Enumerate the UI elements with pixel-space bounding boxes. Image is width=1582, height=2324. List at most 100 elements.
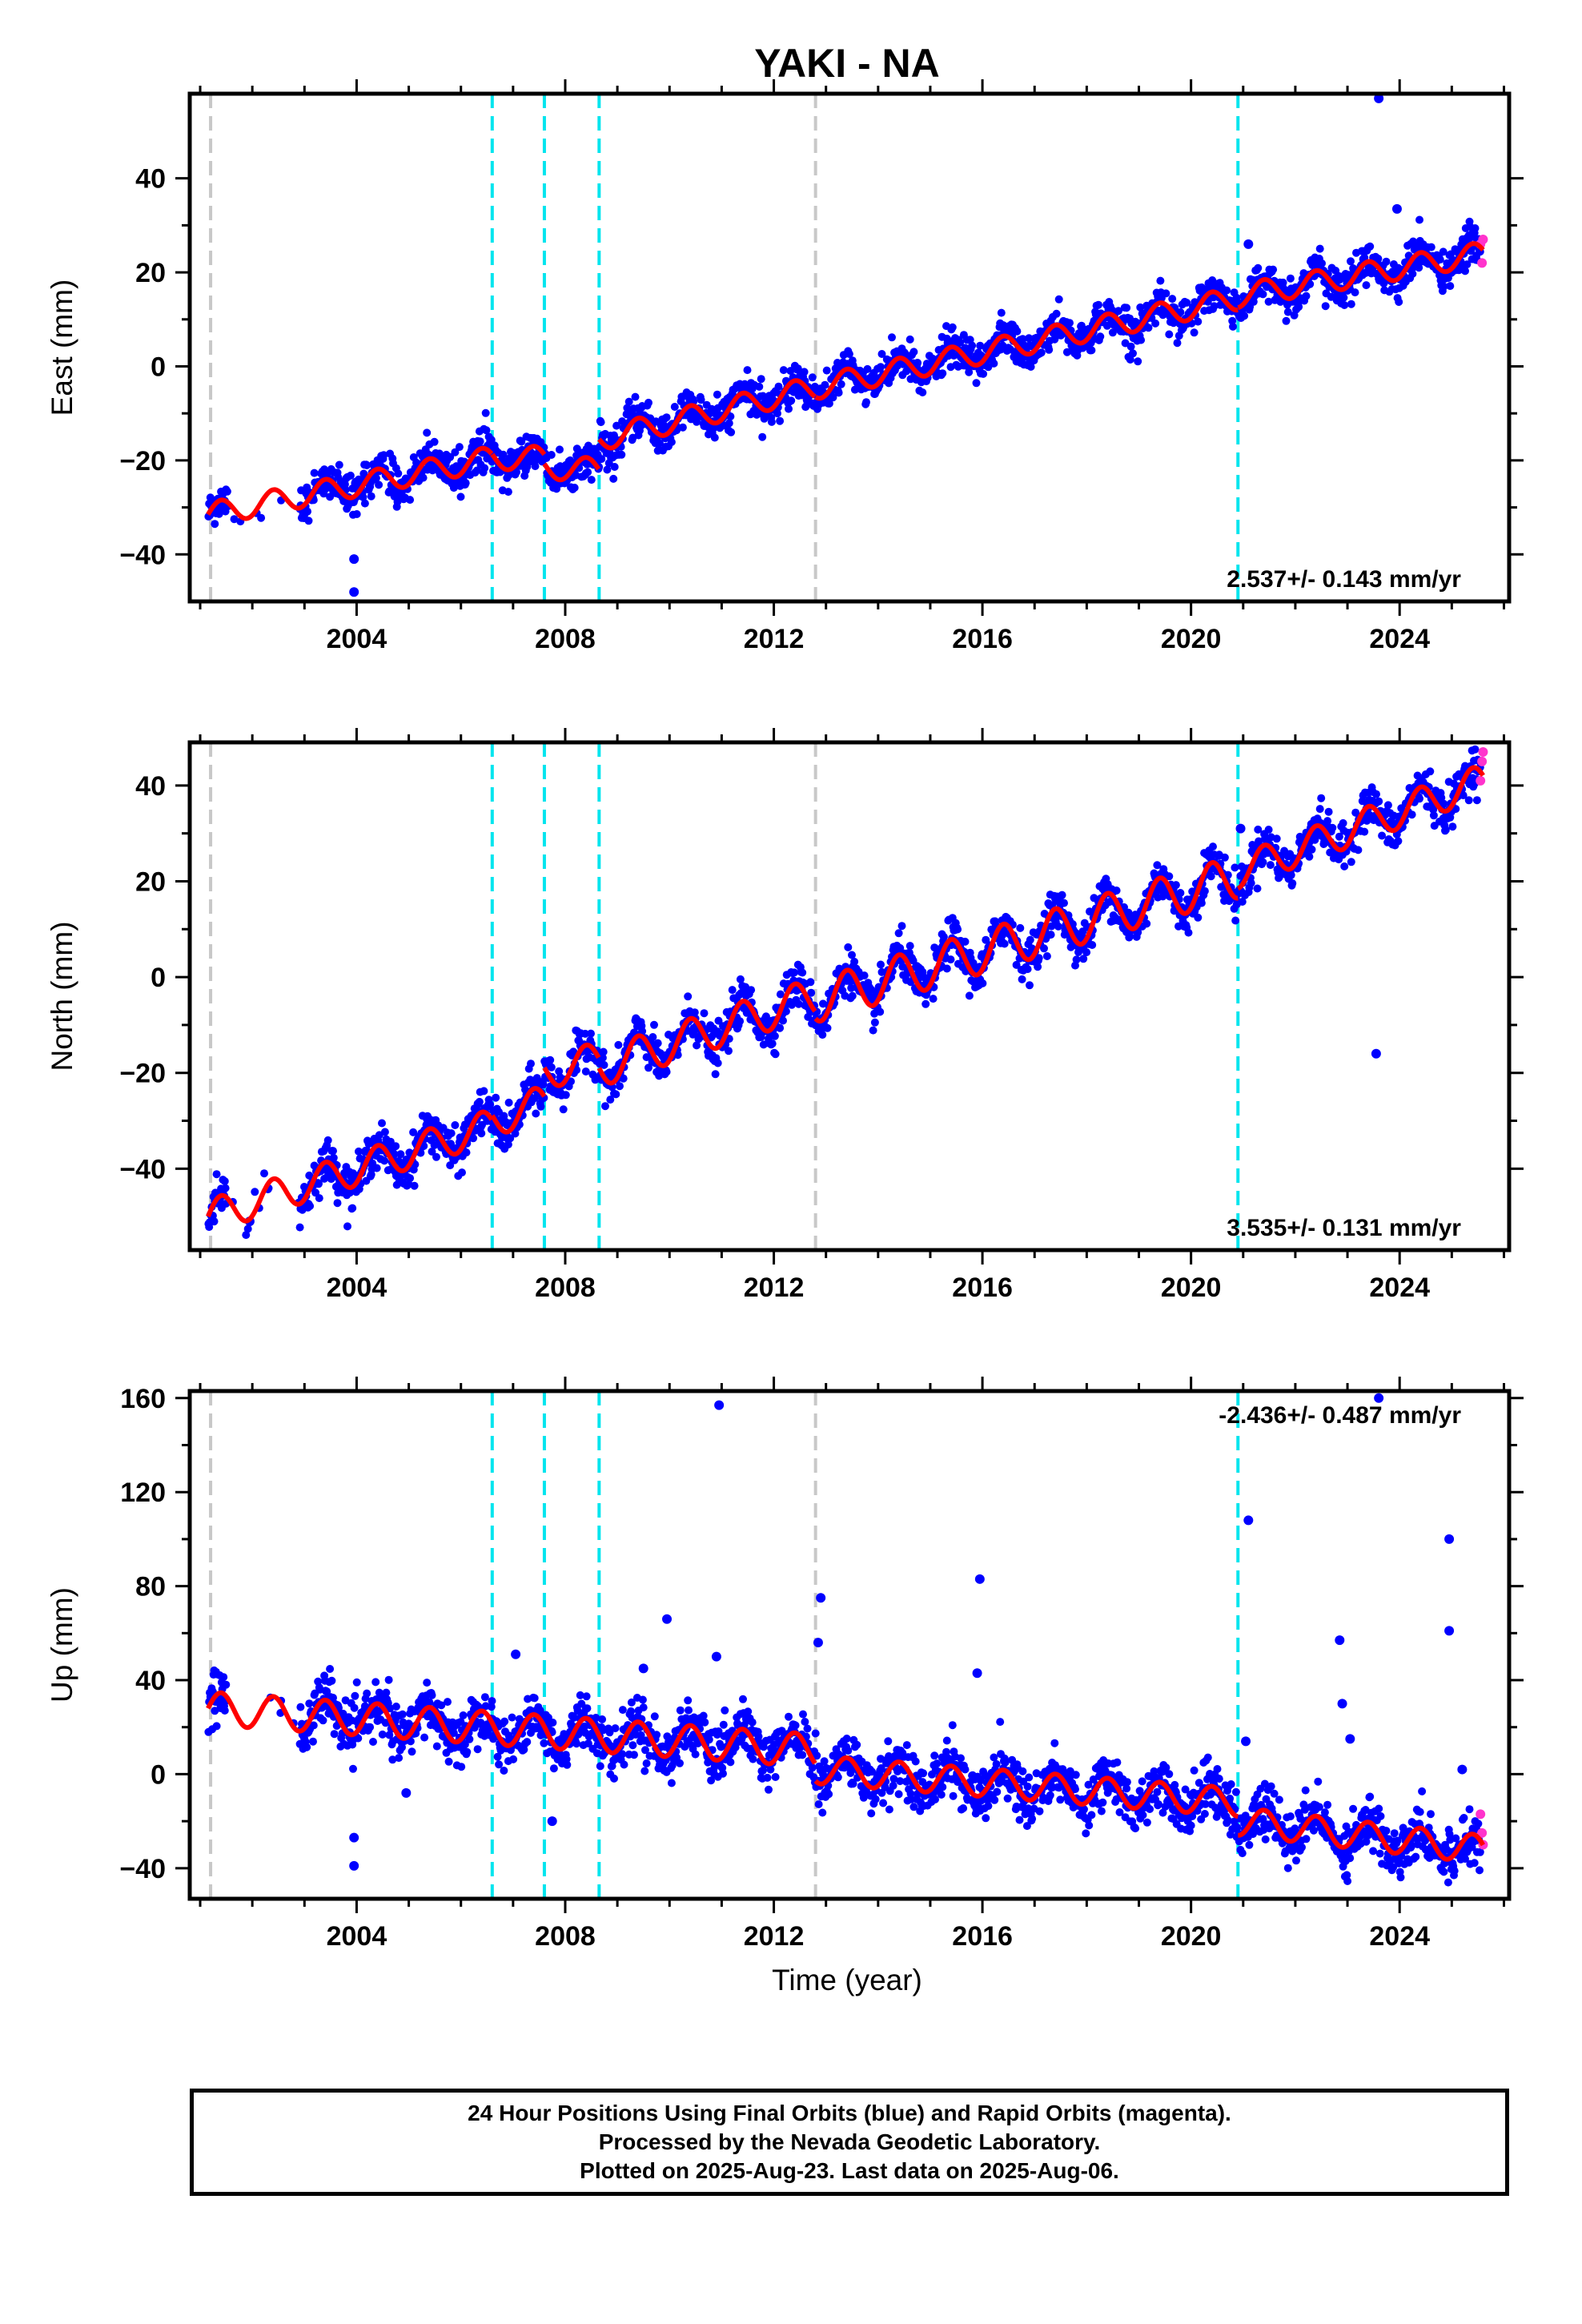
data-point (956, 338, 965, 347)
data-point (457, 1763, 466, 1771)
data-point (1340, 301, 1349, 309)
data-point (371, 474, 380, 482)
data-point (650, 1712, 659, 1721)
data-point (581, 1068, 590, 1076)
data-point (222, 1680, 231, 1689)
x-tick-label: 2012 (744, 1273, 805, 1303)
data-point (462, 1148, 471, 1157)
data-point (834, 388, 843, 397)
data-point (1269, 265, 1278, 274)
data-point (1060, 899, 1068, 907)
data-point (596, 418, 605, 427)
data-point (1266, 861, 1275, 870)
data-point (482, 426, 491, 435)
data-point (1264, 297, 1273, 306)
rapid-orbit-point (1477, 756, 1488, 766)
data-point (350, 1703, 359, 1712)
data-point (656, 439, 664, 448)
data-point (1054, 922, 1062, 931)
rapid-orbit-point (1478, 746, 1488, 757)
data-point (1220, 853, 1229, 862)
data-point (1231, 916, 1240, 925)
data-point (296, 1703, 305, 1711)
data-point (583, 1704, 592, 1713)
data-point (1307, 845, 1316, 854)
data-point (1287, 870, 1295, 879)
data-point (444, 1757, 453, 1766)
data-point (771, 1773, 780, 1781)
data-point (662, 1068, 671, 1076)
data-point (260, 1169, 268, 1178)
y-tick-label: 40 (135, 771, 166, 802)
data-point (1374, 255, 1383, 263)
data-point (842, 1735, 851, 1743)
data-point (1347, 858, 1355, 866)
data-point (1366, 242, 1375, 251)
data-point (1382, 257, 1391, 266)
data-point (1324, 807, 1333, 816)
outlier-point (1391, 203, 1402, 214)
data-point (781, 1007, 790, 1015)
data-point (315, 1180, 323, 1188)
data-point (844, 1747, 853, 1755)
data-point (547, 451, 556, 459)
data-point (749, 1755, 757, 1763)
data-point (710, 433, 719, 442)
data-point (326, 1665, 335, 1673)
data-point (1347, 300, 1355, 308)
data-point (640, 1767, 649, 1775)
data-point (523, 1738, 532, 1747)
data-point (532, 1109, 540, 1118)
data-point (799, 1710, 807, 1719)
y-tick-label: −40 (119, 1154, 166, 1184)
data-point (821, 380, 829, 389)
data-point (380, 1128, 389, 1136)
data-point (1190, 328, 1199, 337)
data-point (743, 366, 752, 375)
data-point (776, 990, 785, 999)
data-point (500, 1717, 509, 1726)
data-point (1240, 312, 1249, 320)
data-point (1072, 955, 1081, 964)
data-point (818, 1808, 827, 1817)
data-point (472, 466, 481, 475)
data-point (612, 1090, 620, 1099)
outlier-point (1371, 1048, 1381, 1059)
data-point (803, 1724, 812, 1733)
data-point (511, 1129, 520, 1138)
data-point (451, 448, 460, 456)
data-point (363, 461, 371, 469)
data-point (351, 1691, 359, 1700)
data-point (1254, 263, 1263, 272)
data-point (428, 1148, 436, 1156)
data-point (1288, 879, 1297, 887)
data-point (1415, 263, 1423, 272)
data-point (539, 1080, 548, 1089)
data-point (1066, 319, 1074, 328)
data-point (747, 986, 756, 995)
data-point (1315, 244, 1324, 253)
x-tick-label: 2012 (744, 624, 805, 654)
x-tick-label: 2004 (327, 1273, 387, 1303)
data-point (620, 1760, 628, 1769)
data-point (1394, 837, 1403, 846)
data-point (1286, 274, 1295, 283)
data-point (1426, 767, 1435, 776)
data-point (600, 1060, 608, 1069)
fit-segment (206, 445, 494, 521)
data-point (1464, 796, 1473, 805)
data-point (303, 1743, 311, 1751)
data-point (444, 1698, 452, 1707)
data-point (1318, 259, 1326, 267)
data-point (825, 399, 833, 408)
data-point (295, 1223, 304, 1232)
data-point (1037, 348, 1046, 357)
data-point (379, 451, 388, 460)
data-point (744, 1707, 753, 1716)
data-point (223, 487, 231, 496)
y-tick-label: −20 (119, 446, 166, 476)
data-point (787, 396, 796, 405)
outlier-point (1243, 239, 1254, 249)
outlier-point (349, 587, 359, 597)
data-point (942, 964, 951, 973)
